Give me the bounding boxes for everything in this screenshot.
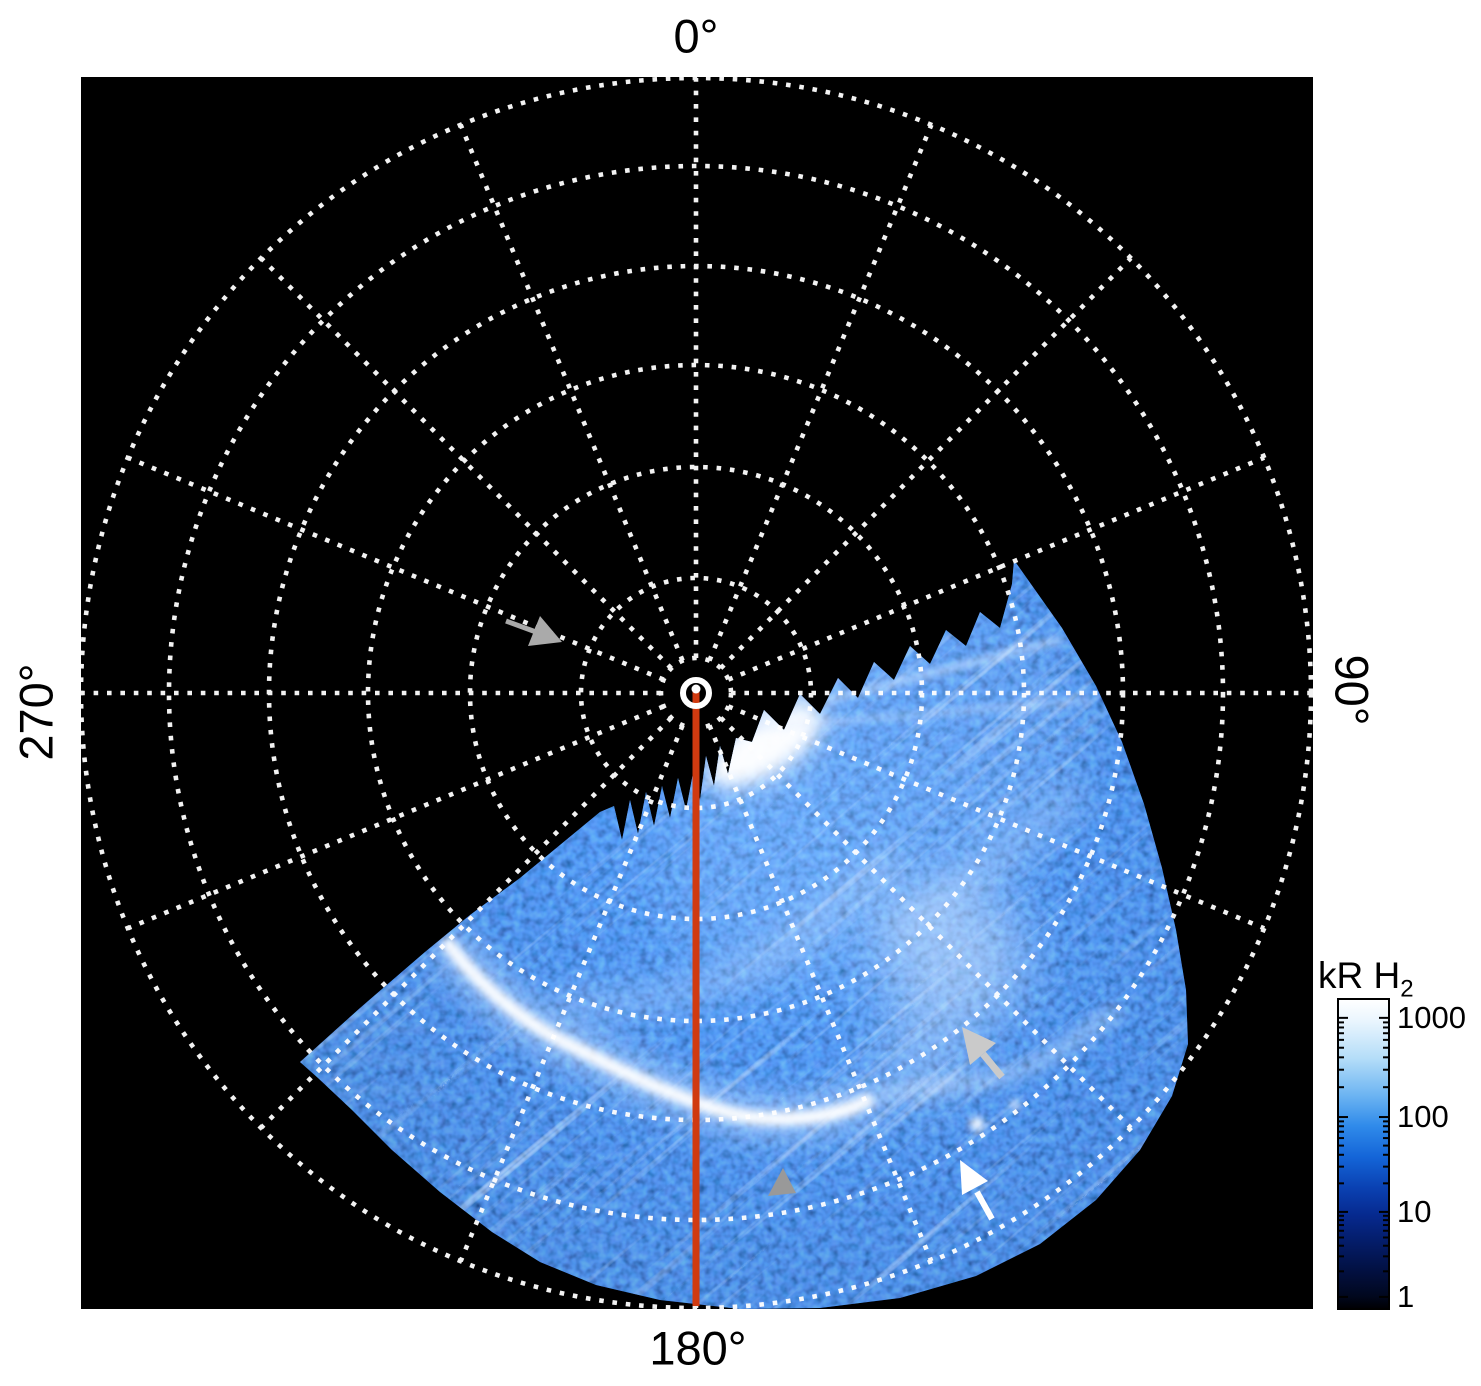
auroral-oval-arc [439,935,876,1126]
angle-label-180: 180° [649,1321,747,1375]
colorbar-ticks [1339,1016,1388,1298]
polar-plot [81,77,1313,1309]
colorbar: 1000 100 10 1 [1337,998,1466,1314]
colorbar-title: kR H2 [1318,955,1414,1003]
grid-spoke [719,716,1133,1130]
diffuse-patch [883,888,1027,1032]
grid-circle [578,575,814,811]
white-arrow [960,1160,995,1221]
grid-spoke [707,123,934,662]
colorbar-gradient [1337,998,1390,1310]
grid-circle [365,362,1027,1024]
colorbar-tick-label: 100 [1397,1099,1449,1135]
grid-spoke [719,256,1133,670]
inner-emission-band [558,849,906,1015]
light-gray-arrow [962,1027,1005,1080]
colorbar-tick-label: 10 [1397,1193,1432,1229]
annotation-arrows [505,616,1005,1221]
grid-spoke [458,724,685,1263]
grid-spoke [126,704,665,931]
grid-spoke [707,724,934,1263]
gray-arrow-upper-left [505,616,562,646]
grid-spoke [259,716,673,1130]
colorbar-tick-label: 1000 [1397,999,1466,1035]
angle-label-0: 0° [673,9,719,63]
grid-spoke [727,455,1266,682]
polar-grid [81,77,1313,1309]
gray-triangle-marker [768,1168,796,1196]
pole-dot [691,684,701,694]
grid-spoke [259,256,673,670]
angle-label-90: 90° [1325,654,1379,726]
angle-label-270: 270° [9,663,63,761]
bright-spot [970,1117,984,1131]
grid-spoke [458,123,685,662]
colorbar-tick-label: 1 [1397,1278,1415,1314]
pole-ring [680,677,712,709]
grid-spoke [126,455,665,682]
grid-circle [166,163,1226,1223]
grid-spoke [727,704,1266,931]
